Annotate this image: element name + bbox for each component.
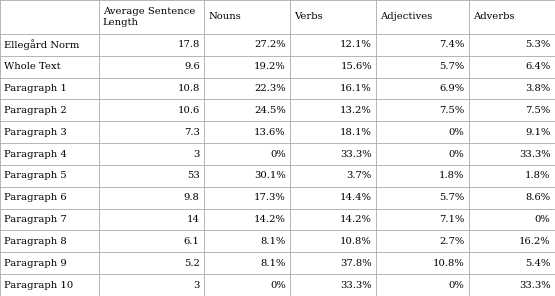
Text: 5.7%: 5.7% (439, 193, 465, 202)
Text: 10.6: 10.6 (178, 106, 200, 115)
Text: 2.7%: 2.7% (439, 237, 465, 246)
Text: Average Sentence
Length: Average Sentence Length (103, 7, 195, 27)
Text: 6.4%: 6.4% (526, 62, 551, 71)
Text: 24.5%: 24.5% (254, 106, 286, 115)
Text: 0%: 0% (270, 149, 286, 159)
Text: 10.8%: 10.8% (340, 237, 372, 246)
Text: Ellegård Norm: Ellegård Norm (4, 39, 79, 50)
Text: Paragraph 9: Paragraph 9 (4, 259, 67, 268)
Text: 5.3%: 5.3% (526, 40, 551, 49)
Text: Paragraph 6: Paragraph 6 (4, 193, 67, 202)
Text: 33.3%: 33.3% (519, 149, 551, 159)
Text: 0%: 0% (270, 281, 286, 289)
Text: 7.4%: 7.4% (439, 40, 465, 49)
Text: 9.6: 9.6 (184, 62, 200, 71)
Text: Paragraph 5: Paragraph 5 (4, 171, 67, 180)
Text: 0%: 0% (448, 128, 465, 137)
Text: 16.2%: 16.2% (519, 237, 551, 246)
Text: 19.2%: 19.2% (254, 62, 286, 71)
Text: 3: 3 (193, 281, 200, 289)
Text: 22.3%: 22.3% (254, 84, 286, 93)
Text: 8.1%: 8.1% (260, 259, 286, 268)
Text: Paragraph 3: Paragraph 3 (4, 128, 67, 137)
Text: 33.3%: 33.3% (340, 149, 372, 159)
Text: 12.1%: 12.1% (340, 40, 372, 49)
Text: 3.7%: 3.7% (347, 171, 372, 180)
Text: Verbs: Verbs (294, 12, 323, 22)
Text: 1.8%: 1.8% (439, 171, 465, 180)
Text: 14.2%: 14.2% (254, 215, 286, 224)
Text: Paragraph 2: Paragraph 2 (4, 106, 67, 115)
Text: Paragraph 1: Paragraph 1 (4, 84, 67, 93)
Text: 17.3%: 17.3% (254, 193, 286, 202)
Text: 6.9%: 6.9% (440, 84, 465, 93)
Text: 10.8: 10.8 (178, 84, 200, 93)
Text: 5.4%: 5.4% (525, 259, 551, 268)
Text: 37.8%: 37.8% (340, 259, 372, 268)
Text: Adverbs: Adverbs (473, 12, 514, 22)
Text: 15.6%: 15.6% (340, 62, 372, 71)
Text: Paragraph 8: Paragraph 8 (4, 237, 67, 246)
Text: 5.2: 5.2 (184, 259, 200, 268)
Text: 33.3%: 33.3% (519, 281, 551, 289)
Text: 7.5%: 7.5% (526, 106, 551, 115)
Text: 7.1%: 7.1% (439, 215, 465, 224)
Text: 0%: 0% (448, 149, 465, 159)
Text: 17.8: 17.8 (178, 40, 200, 49)
Text: 30.1%: 30.1% (254, 171, 286, 180)
Text: 1.8%: 1.8% (525, 171, 551, 180)
Text: 3.8%: 3.8% (526, 84, 551, 93)
Text: Adjectives: Adjectives (380, 12, 432, 22)
Text: Paragraph 7: Paragraph 7 (4, 215, 67, 224)
Text: Nouns: Nouns (208, 12, 241, 22)
Text: 7.5%: 7.5% (439, 106, 465, 115)
Text: 16.1%: 16.1% (340, 84, 372, 93)
Text: 10.8%: 10.8% (433, 259, 465, 268)
Text: 18.1%: 18.1% (340, 128, 372, 137)
Text: 33.3%: 33.3% (340, 281, 372, 289)
Text: 14: 14 (186, 215, 200, 224)
Text: 0%: 0% (448, 281, 465, 289)
Text: 27.2%: 27.2% (254, 40, 286, 49)
Text: 14.2%: 14.2% (340, 215, 372, 224)
Text: 3: 3 (193, 149, 200, 159)
Text: 7.3: 7.3 (184, 128, 200, 137)
Text: 13.6%: 13.6% (254, 128, 286, 137)
Text: 9.8: 9.8 (184, 193, 200, 202)
Text: Paragraph 10: Paragraph 10 (4, 281, 73, 289)
Text: 6.1: 6.1 (184, 237, 200, 246)
Text: 0%: 0% (535, 215, 551, 224)
Text: Paragraph 4: Paragraph 4 (4, 149, 67, 159)
Text: 5.7%: 5.7% (439, 62, 465, 71)
Text: 14.4%: 14.4% (340, 193, 372, 202)
Text: 9.1%: 9.1% (525, 128, 551, 137)
Text: 8.6%: 8.6% (526, 193, 551, 202)
Text: Whole Text: Whole Text (4, 62, 60, 71)
Text: 8.1%: 8.1% (260, 237, 286, 246)
Text: 13.2%: 13.2% (340, 106, 372, 115)
Text: 53: 53 (187, 171, 200, 180)
